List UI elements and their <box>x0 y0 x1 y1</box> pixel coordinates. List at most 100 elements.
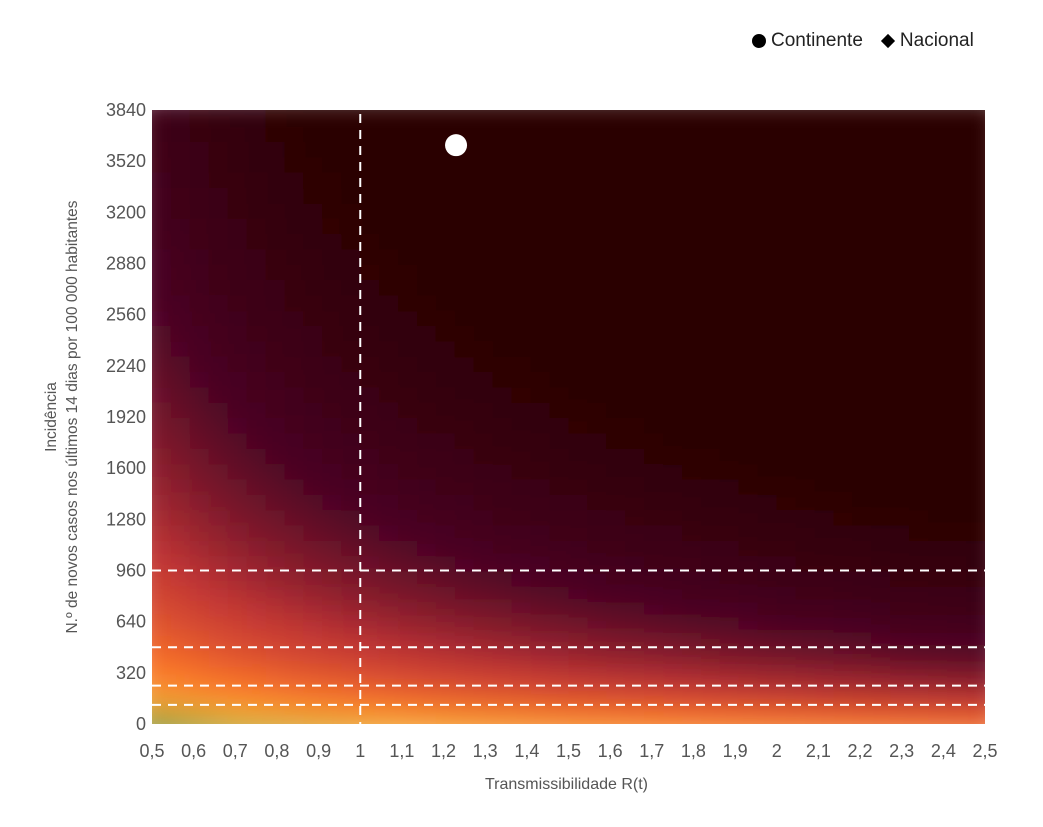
heatmap-cell <box>682 539 703 557</box>
heatmap-cell <box>530 539 551 557</box>
heatmap-cell <box>303 202 324 219</box>
heatmap-cell <box>719 156 740 173</box>
heatmap-cell <box>719 693 740 710</box>
heatmap-cell <box>890 248 911 265</box>
heatmap-cell <box>871 140 892 158</box>
heatmap-cell <box>966 156 985 173</box>
heatmap-cell <box>720 724 740 740</box>
heatmap-cell <box>379 677 400 695</box>
heatmap-cell <box>928 202 949 219</box>
heatmap-cell <box>398 401 419 418</box>
heatmap-cell <box>379 662 400 679</box>
heatmap-cell <box>947 294 968 311</box>
heatmap-cell <box>663 585 684 603</box>
heatmap-cell <box>738 294 759 311</box>
heatmap-cell <box>549 432 570 449</box>
heatmap-cell <box>682 186 703 204</box>
heatmap-cell <box>833 539 854 557</box>
heatmap-cell <box>379 324 400 342</box>
heatmap-cell <box>170 493 191 511</box>
heatmap-cell <box>435 202 456 219</box>
heatmap-cell <box>152 140 172 158</box>
heatmap-cell <box>379 601 400 618</box>
heatmap-cell <box>852 186 873 204</box>
heatmap-cell <box>966 248 985 265</box>
heatmap-cell <box>511 432 532 449</box>
heatmap-cell <box>511 278 532 296</box>
heatmap-cell <box>265 555 286 572</box>
heatmap-cell <box>644 324 665 342</box>
heatmap-cell <box>284 340 305 357</box>
heatmap-cell <box>795 355 816 372</box>
heatmap-cell <box>776 309 797 326</box>
heatmap-cell <box>947 355 968 372</box>
heatmap-cell <box>625 616 646 633</box>
heatmap-cell <box>587 539 608 557</box>
heatmap-cell <box>644 309 665 326</box>
heatmap-cell <box>530 417 551 434</box>
heatmap-cell <box>435 386 456 403</box>
heatmap-cell <box>795 631 816 649</box>
heatmap-cell <box>473 585 494 603</box>
heatmap-cell <box>360 309 381 326</box>
heatmap-cell <box>417 693 437 710</box>
x-tick-label: 1,3 <box>473 741 498 761</box>
x-tick-label: 1,6 <box>598 741 623 761</box>
heatmap-cell <box>152 662 172 679</box>
heatmap-cell <box>435 110 456 127</box>
heatmap-cell <box>530 509 551 526</box>
heatmap-cell <box>360 324 381 342</box>
heatmap-cell <box>663 110 684 127</box>
heatmap-cell <box>568 278 589 296</box>
heatmap-cell <box>738 263 759 280</box>
heatmap-cell <box>966 724 986 740</box>
heatmap-cell <box>757 570 778 587</box>
heatmap-cell <box>492 432 513 449</box>
heatmap-cell <box>909 647 930 664</box>
heatmap-cell <box>246 417 267 434</box>
heatmap-cell <box>531 724 551 740</box>
heatmap-cell <box>852 217 873 234</box>
heatmap-cell <box>322 324 343 342</box>
heatmap-cell <box>966 370 985 388</box>
heatmap-cell <box>663 539 684 557</box>
heatmap-cell <box>852 524 873 541</box>
heatmap-cell <box>492 186 513 204</box>
heatmap-cell <box>606 724 626 740</box>
heatmap-cell <box>511 294 532 311</box>
heatmap-cell <box>341 401 362 418</box>
heatmap-cell <box>454 417 475 434</box>
heatmap-cell <box>454 463 475 480</box>
heatmap-cell <box>170 708 191 724</box>
heatmap-cell <box>625 294 646 311</box>
heatmap-cell <box>682 417 703 434</box>
heatmap-cell <box>757 585 778 603</box>
heatmap-cell <box>379 217 400 234</box>
heatmap-cell <box>795 156 816 173</box>
heatmap-cell <box>814 463 835 480</box>
heatmap-cell <box>152 125 172 142</box>
heatmap-cell <box>492 447 513 465</box>
heatmap-cell <box>189 524 210 541</box>
heatmap-cell <box>890 386 911 403</box>
heatmap-cell <box>170 585 191 603</box>
heatmap-cell <box>776 555 797 572</box>
heatmap-cell <box>379 140 400 158</box>
heatmap-cell <box>246 708 267 724</box>
heatmap-cell <box>170 662 191 679</box>
heatmap-cell <box>644 340 665 357</box>
heatmap-cell <box>360 724 380 740</box>
heatmap-cell <box>701 693 721 710</box>
heatmap-cell <box>738 493 759 511</box>
heatmap-cell <box>625 125 646 142</box>
heatmap-cell <box>360 401 381 418</box>
heatmap-cell <box>776 340 797 357</box>
heatmap-cell <box>530 647 551 664</box>
heatmap-cell <box>549 186 570 204</box>
heatmap-cell <box>776 463 797 480</box>
heatmap-cell <box>738 693 759 710</box>
heatmap-cell <box>379 708 400 724</box>
heatmap-cell <box>776 447 797 465</box>
heatmap-cell <box>833 401 854 418</box>
heatmap-cell <box>530 140 551 158</box>
